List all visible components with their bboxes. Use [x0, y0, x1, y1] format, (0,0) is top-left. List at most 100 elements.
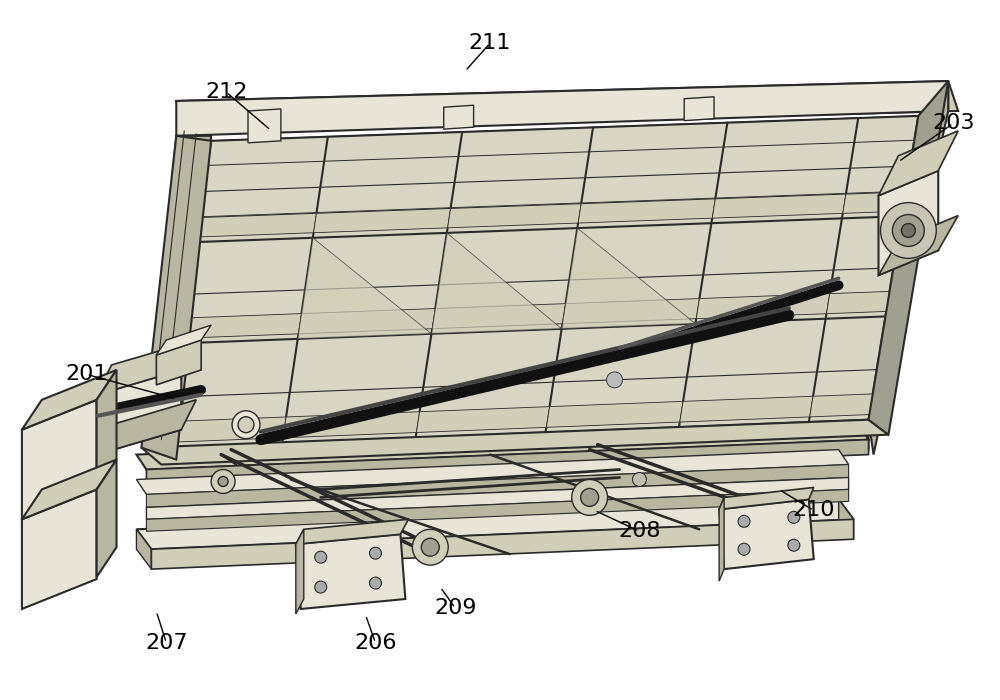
Polygon shape	[141, 136, 211, 460]
Circle shape	[238, 416, 254, 433]
Polygon shape	[146, 420, 869, 470]
Polygon shape	[878, 171, 938, 275]
Polygon shape	[136, 449, 849, 494]
Polygon shape	[562, 299, 699, 324]
Polygon shape	[869, 81, 948, 435]
Polygon shape	[298, 309, 435, 334]
Polygon shape	[197, 213, 317, 237]
Polygon shape	[22, 400, 97, 519]
Polygon shape	[314, 208, 451, 232]
Polygon shape	[156, 325, 211, 355]
Text: 208: 208	[618, 522, 661, 541]
Circle shape	[315, 581, 327, 593]
Circle shape	[572, 480, 608, 515]
Polygon shape	[448, 203, 581, 228]
Circle shape	[581, 489, 599, 506]
Polygon shape	[196, 136, 328, 242]
Text: 207: 207	[145, 633, 188, 653]
Circle shape	[632, 473, 646, 486]
Polygon shape	[313, 132, 462, 238]
Polygon shape	[167, 417, 286, 442]
Polygon shape	[680, 396, 813, 422]
Polygon shape	[97, 370, 117, 489]
Polygon shape	[283, 412, 420, 438]
Polygon shape	[719, 487, 814, 510]
Text: 209: 209	[434, 598, 476, 618]
Polygon shape	[416, 329, 562, 438]
Polygon shape	[97, 370, 181, 454]
Polygon shape	[695, 218, 842, 323]
Polygon shape	[146, 465, 849, 508]
Text: 210: 210	[792, 500, 835, 520]
Circle shape	[315, 551, 327, 564]
Text: 206: 206	[354, 633, 397, 653]
Polygon shape	[432, 304, 566, 329]
Polygon shape	[97, 400, 196, 454]
Text: 201: 201	[65, 365, 108, 384]
Polygon shape	[712, 193, 846, 218]
Circle shape	[218, 477, 228, 486]
Polygon shape	[416, 407, 550, 433]
Polygon shape	[22, 370, 117, 430]
Polygon shape	[711, 118, 858, 223]
Polygon shape	[447, 127, 593, 233]
Circle shape	[412, 529, 448, 565]
Polygon shape	[826, 216, 902, 318]
Circle shape	[880, 202, 936, 258]
Text: 203: 203	[932, 113, 974, 134]
Circle shape	[788, 512, 800, 524]
Polygon shape	[136, 425, 869, 470]
Circle shape	[738, 515, 750, 527]
Polygon shape	[151, 519, 854, 569]
Text: 211: 211	[469, 33, 511, 53]
Polygon shape	[136, 529, 151, 569]
Polygon shape	[296, 529, 304, 614]
Polygon shape	[182, 238, 313, 343]
Polygon shape	[809, 316, 885, 422]
Polygon shape	[298, 233, 447, 339]
Polygon shape	[296, 534, 405, 609]
Polygon shape	[826, 291, 890, 314]
Polygon shape	[878, 131, 958, 195]
Text: 212: 212	[205, 82, 247, 102]
Polygon shape	[431, 228, 577, 334]
Polygon shape	[684, 97, 714, 120]
Circle shape	[370, 577, 381, 589]
Circle shape	[232, 411, 260, 439]
Polygon shape	[869, 81, 948, 454]
Polygon shape	[176, 81, 948, 136]
Polygon shape	[719, 499, 814, 569]
Polygon shape	[22, 489, 97, 609]
Polygon shape	[296, 519, 408, 544]
Polygon shape	[22, 460, 117, 519]
Polygon shape	[562, 223, 711, 329]
Circle shape	[892, 214, 924, 246]
Polygon shape	[136, 499, 854, 550]
Circle shape	[901, 223, 915, 237]
Polygon shape	[810, 394, 873, 417]
Polygon shape	[444, 105, 474, 129]
Polygon shape	[141, 420, 888, 465]
Polygon shape	[166, 339, 298, 447]
Polygon shape	[97, 340, 196, 395]
Polygon shape	[282, 334, 431, 443]
Polygon shape	[878, 216, 958, 275]
Polygon shape	[719, 498, 724, 581]
Polygon shape	[97, 460, 117, 577]
Polygon shape	[843, 191, 906, 214]
Polygon shape	[146, 136, 211, 444]
Polygon shape	[298, 238, 431, 339]
Polygon shape	[248, 109, 281, 143]
Polygon shape	[431, 233, 562, 334]
Polygon shape	[146, 440, 869, 484]
Polygon shape	[156, 340, 201, 385]
Polygon shape	[578, 198, 715, 223]
Polygon shape	[546, 323, 695, 433]
Circle shape	[788, 539, 800, 551]
Circle shape	[370, 547, 381, 559]
Circle shape	[211, 470, 235, 494]
Polygon shape	[146, 477, 849, 519]
Polygon shape	[679, 318, 826, 427]
Polygon shape	[166, 116, 918, 447]
Polygon shape	[546, 401, 683, 428]
